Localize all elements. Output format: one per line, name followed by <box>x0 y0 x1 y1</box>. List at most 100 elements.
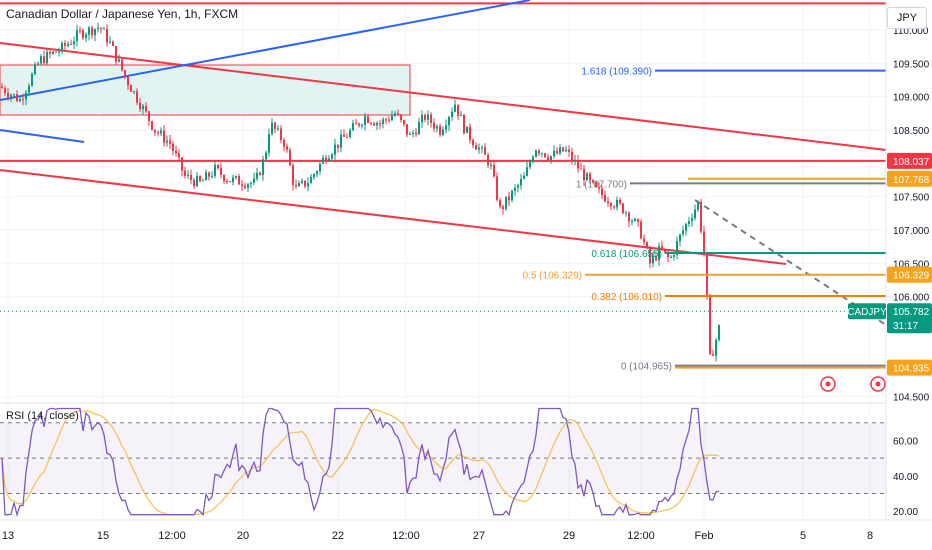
price-tags: 108.037 107.768 106.329 CADJPY 105.782 31:17 1… <box>847 152 932 376</box>
candle-body <box>676 241 678 255</box>
candle-body <box>322 157 324 164</box>
event-flag-dot <box>875 381 881 387</box>
drawings[interactable] <box>0 0 887 326</box>
candle-body <box>7 93 9 98</box>
time-tick-label: 27 <box>473 530 485 542</box>
event-flag-dot <box>825 381 831 387</box>
candle-body <box>67 43 69 46</box>
candle-body <box>352 123 354 131</box>
candle-body <box>238 175 240 185</box>
candle-body <box>655 256 657 261</box>
candle-body <box>316 171 318 175</box>
candle-body <box>307 183 309 187</box>
currency-button[interactable]: JPY <box>887 7 927 29</box>
price-tag <box>887 266 932 283</box>
channel-lower-line <box>0 169 787 265</box>
candle-body <box>592 179 594 183</box>
candle-body <box>394 113 396 116</box>
rsi-label: RSI (14, close) <box>6 410 79 422</box>
candle-body <box>22 99 24 101</box>
channel-upper-line <box>0 42 887 151</box>
candle-body <box>136 91 138 103</box>
candle-body <box>595 182 597 188</box>
candle-body <box>547 157 549 161</box>
candle-body <box>610 203 612 207</box>
countdown-timer: 31:17 <box>893 321 918 332</box>
candle-body <box>232 177 234 183</box>
candle-body <box>559 147 561 154</box>
candle-body <box>364 116 366 125</box>
candle-body <box>226 180 228 182</box>
candle-body <box>34 64 36 74</box>
candle-body <box>421 115 423 123</box>
candle-body <box>658 246 660 261</box>
candle-body <box>529 162 531 168</box>
candle-body <box>646 242 648 249</box>
candle-body <box>424 115 426 120</box>
candle-body <box>475 145 477 150</box>
candle-body <box>496 176 498 200</box>
candle-body <box>331 154 333 159</box>
candle-body <box>118 59 120 62</box>
candle-body <box>310 177 312 184</box>
candle-body <box>4 88 6 94</box>
candle-body <box>694 209 696 219</box>
candle-body <box>430 114 432 124</box>
candle-body <box>481 147 483 149</box>
candle-body <box>601 188 603 196</box>
time-tick-label: 15 <box>97 530 109 542</box>
candle-body <box>169 140 171 144</box>
candle-body <box>718 325 720 340</box>
candle-body <box>457 104 459 116</box>
candle-body <box>427 114 429 120</box>
candle-body <box>61 42 63 52</box>
candle-body <box>415 132 417 135</box>
time-tick-label: 13 <box>2 530 14 542</box>
candle-body <box>190 174 192 181</box>
candle-body <box>463 114 465 134</box>
candle-body <box>550 156 552 161</box>
candle-body <box>370 122 372 124</box>
candle-body <box>40 56 42 64</box>
candle-body <box>520 178 522 186</box>
candle-body <box>616 199 618 208</box>
candle-body <box>442 129 444 135</box>
fib-retracement[interactable]: 1.618 (109.390) 1 (107.700) 0.618 (106.655… <box>523 67 887 392</box>
trend-line-blue-short <box>0 129 85 143</box>
price-tag <box>887 170 932 187</box>
candle-body <box>511 190 513 201</box>
drawn-rectangle[interactable] <box>0 64 411 116</box>
time-tick-label: 5 <box>800 530 806 542</box>
candle-body <box>175 151 177 154</box>
candle-body <box>160 130 162 134</box>
candle-body <box>517 185 519 188</box>
candle-body <box>448 117 450 126</box>
candle-body <box>106 28 108 43</box>
candle-body <box>526 167 528 176</box>
candle-body <box>643 238 645 243</box>
candle-body <box>454 104 456 112</box>
trend-line-blue <box>0 0 531 101</box>
time-tick-label: 8 <box>867 530 873 542</box>
time-tick-label: 12:00 <box>392 530 420 542</box>
candle-body <box>97 27 99 30</box>
candle-body <box>379 123 381 125</box>
candle-body <box>358 123 360 126</box>
candle-body <box>271 122 273 135</box>
candle-body <box>148 111 150 122</box>
candle-body <box>652 256 654 264</box>
candle-body <box>604 195 606 202</box>
candles <box>0 22 886 362</box>
candle-body <box>460 114 462 116</box>
price-tag-label: 104.935 <box>893 364 930 375</box>
candle-body <box>328 158 330 162</box>
candle-body <box>277 128 279 130</box>
candle-body <box>619 199 621 204</box>
candle-body <box>94 29 96 36</box>
candle-body <box>202 180 204 182</box>
candle-body <box>649 248 651 264</box>
candle-body <box>319 163 321 172</box>
candle-body <box>244 186 246 188</box>
candle-body <box>256 172 258 179</box>
